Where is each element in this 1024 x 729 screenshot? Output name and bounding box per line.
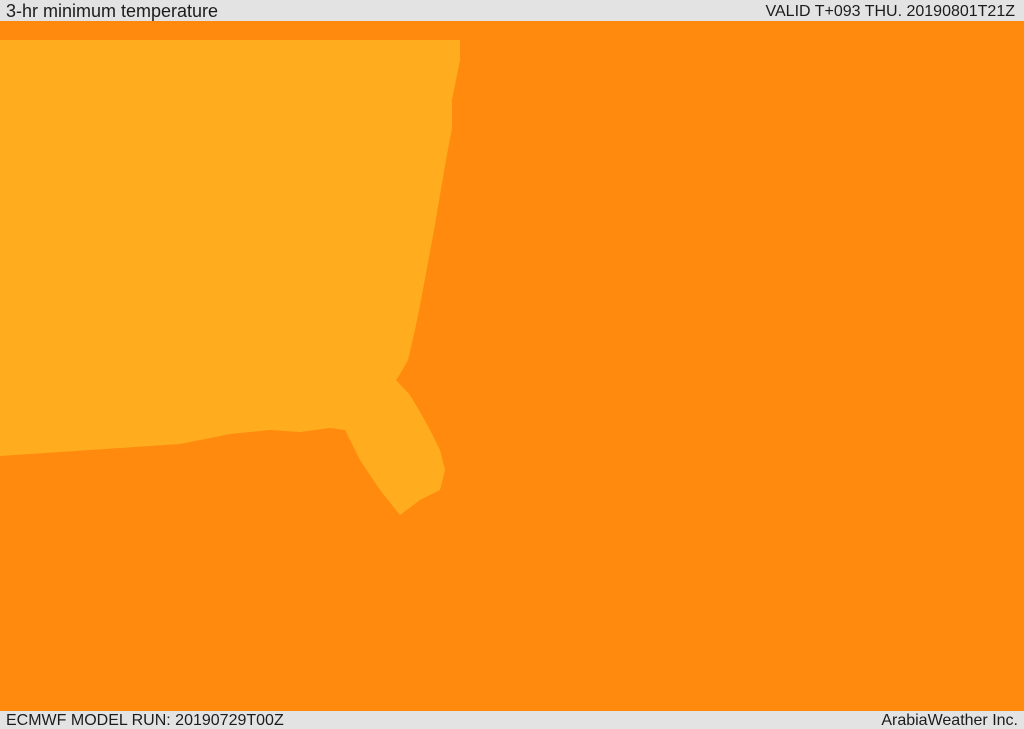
svg-text:ECMWF MODEL RUN: 20190729T00Z: ECMWF MODEL RUN: 20190729T00Z (6, 712, 284, 729)
svg-text:3-hr minimum temperature: 3-hr minimum temperature (6, 1, 218, 21)
svg-text:ArabiaWeather Inc.: ArabiaWeather Inc. (881, 712, 1018, 729)
svg-text:VALID T+093 THU. 20190801T21Z: VALID T+093 THU. 20190801T21Z (766, 3, 1016, 20)
